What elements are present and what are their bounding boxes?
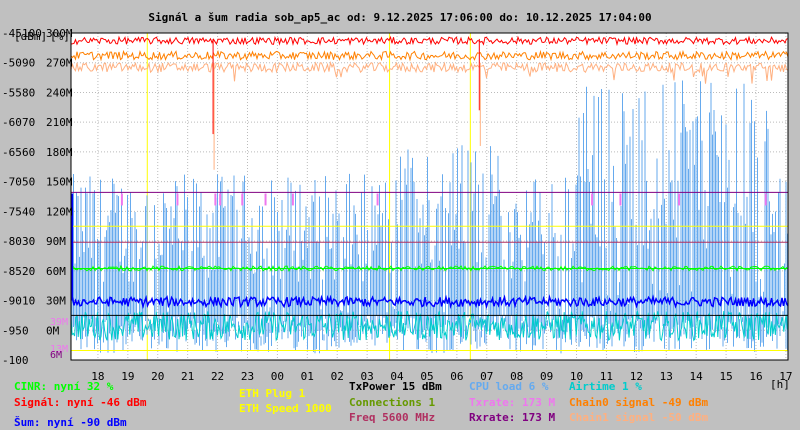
y-tick-dbm: -85 (2, 265, 22, 278)
y-tick-dbm: -90 (2, 295, 22, 308)
y-tick-pct: 40 (22, 205, 35, 218)
legend-chain1: Chain1 signal -50 dBm (569, 411, 709, 424)
y-tick-rate: 60M (46, 265, 66, 278)
y-tick-pct: 80 (22, 86, 35, 99)
series-airtime (70, 310, 788, 342)
y-tick-dbm: -45 (2, 27, 22, 40)
y-tick-rate: 180M (46, 146, 73, 159)
legend-freq: Freq 5600 MHz (349, 411, 436, 424)
x-unit: [h] (770, 378, 790, 391)
y-tick-dbm: -60 (2, 116, 22, 129)
y-tick-rate: 150M (46, 176, 73, 189)
x-tick-label: 01 (301, 370, 314, 383)
series-signal (70, 35, 789, 47)
legend-rxrate: Rxrate: 173 M (469, 411, 556, 424)
y-tick-dbm: -55 (2, 86, 22, 99)
y-tick-pct: 50 (22, 176, 35, 189)
y-tick-pct: 60 (22, 146, 35, 159)
y-tick-rate: 90M (46, 235, 66, 248)
y-tick-rate: 30M (46, 295, 66, 308)
legend-noise: Šum: nyní -90 dBm (14, 416, 127, 429)
y-unit-dbm: [dBm] (14, 30, 47, 43)
x-tick-label: 14 (690, 370, 704, 383)
y-tick-pct: 20 (22, 265, 35, 278)
y-unit-pct: [%] (50, 30, 70, 43)
y-tick-rate: 240M (46, 86, 73, 99)
legend-eth-plug: ETH Plug 1 (239, 387, 306, 400)
x-tick-label: 20 (151, 370, 164, 383)
x-tick-label: 10 (570, 370, 583, 383)
y-tick-dbm: -65 (2, 146, 22, 159)
legend-signal: Signál: nyní -46 dBm (14, 396, 147, 409)
legend-airtime: Airtime 1 % (569, 380, 642, 393)
legend-cinr: CINR: nyní 32 % (14, 380, 114, 393)
y-tick-rate: 120M (46, 205, 73, 218)
series-chain1 (70, 60, 789, 84)
y-tick-dbm: -100 (2, 354, 29, 367)
x-tick-label: 19 (121, 370, 134, 383)
plot-frame (70, 32, 789, 361)
legend-cpu: CPU load 6 % (469, 380, 549, 393)
y-tick-dbm: -80 (2, 235, 22, 248)
x-tick-label: 11 (600, 370, 613, 383)
y-tick-rate: 270M (46, 57, 73, 70)
y-tick-pct: 30 (22, 235, 35, 248)
legend-connections: Connections 1 (349, 396, 436, 409)
y-tick-pct: 70 (22, 116, 35, 129)
legend-txpower: TxPower 15 dBm (349, 380, 442, 393)
x-tick-label: 16 (749, 370, 762, 383)
x-tick-label: 00 (271, 370, 284, 383)
y-extra-tick: 6M (50, 350, 62, 361)
chart-title: Signál a šum radia sob_ap5_ac od: 9.12.2… (148, 11, 652, 24)
series-noise (70, 294, 789, 310)
series-cinr (70, 264, 788, 272)
x-tick-label: 15 (719, 370, 732, 383)
legend-eth-speed: ETH Speed 1000 (239, 402, 332, 415)
x-tick-label: 21 (181, 370, 194, 383)
y-tick-pct: 90 (22, 57, 35, 70)
x-tick-label: 07 (480, 370, 493, 383)
x-tick-label: 13 (660, 370, 673, 383)
x-tick-label: 18 (91, 370, 104, 383)
y-tick-dbm: -70 (2, 176, 22, 189)
x-tick-label: 23 (241, 370, 254, 383)
y-extra-tick: 13M (50, 344, 68, 355)
series-chain0 (70, 49, 789, 62)
x-tick-label: 03 (361, 370, 374, 383)
x-tick-label: 04 (390, 370, 404, 383)
y-tick-rate: 0M (46, 324, 60, 337)
x-tick-label: 22 (211, 370, 224, 383)
x-tick-label: 09 (540, 370, 553, 383)
legend-chain0: Chain0 signal -49 dBm (569, 396, 709, 409)
x-tick-label: 02 (331, 370, 344, 383)
y-tick-pct: 10 (22, 295, 35, 308)
legend-txrate: Txrate: 173 M (469, 396, 556, 409)
y-tick-rate: 300M (46, 27, 73, 40)
x-tick-label: 12 (630, 370, 643, 383)
y-tick-dbm: -50 (2, 57, 22, 70)
x-tick-label: 06 (450, 370, 463, 383)
x-tick-label: 17 (779, 370, 792, 383)
y-tick-dbm: -95 (2, 324, 22, 337)
y-extra-tick: 39M (50, 317, 68, 328)
y-tick-rate: 210M (46, 116, 73, 129)
y-tick-pct: 0 (22, 324, 29, 337)
y-tick-pct: 100 (22, 27, 42, 40)
x-tick-label: 08 (510, 370, 523, 383)
y-tick-dbm: -75 (2, 205, 22, 218)
x-tick-label: 05 (420, 370, 433, 383)
